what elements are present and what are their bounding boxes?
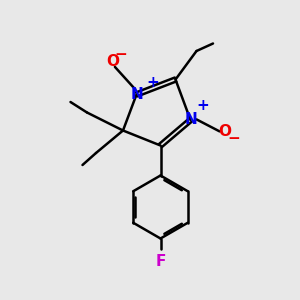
- Text: N: N: [184, 112, 197, 128]
- Text: +: +: [147, 75, 159, 90]
- Text: −: −: [227, 131, 240, 146]
- Text: O: O: [106, 54, 119, 69]
- Text: +: +: [196, 98, 209, 112]
- Text: O: O: [218, 124, 232, 140]
- Text: N: N: [130, 87, 143, 102]
- Text: F: F: [155, 254, 166, 268]
- Text: −: −: [115, 47, 127, 62]
